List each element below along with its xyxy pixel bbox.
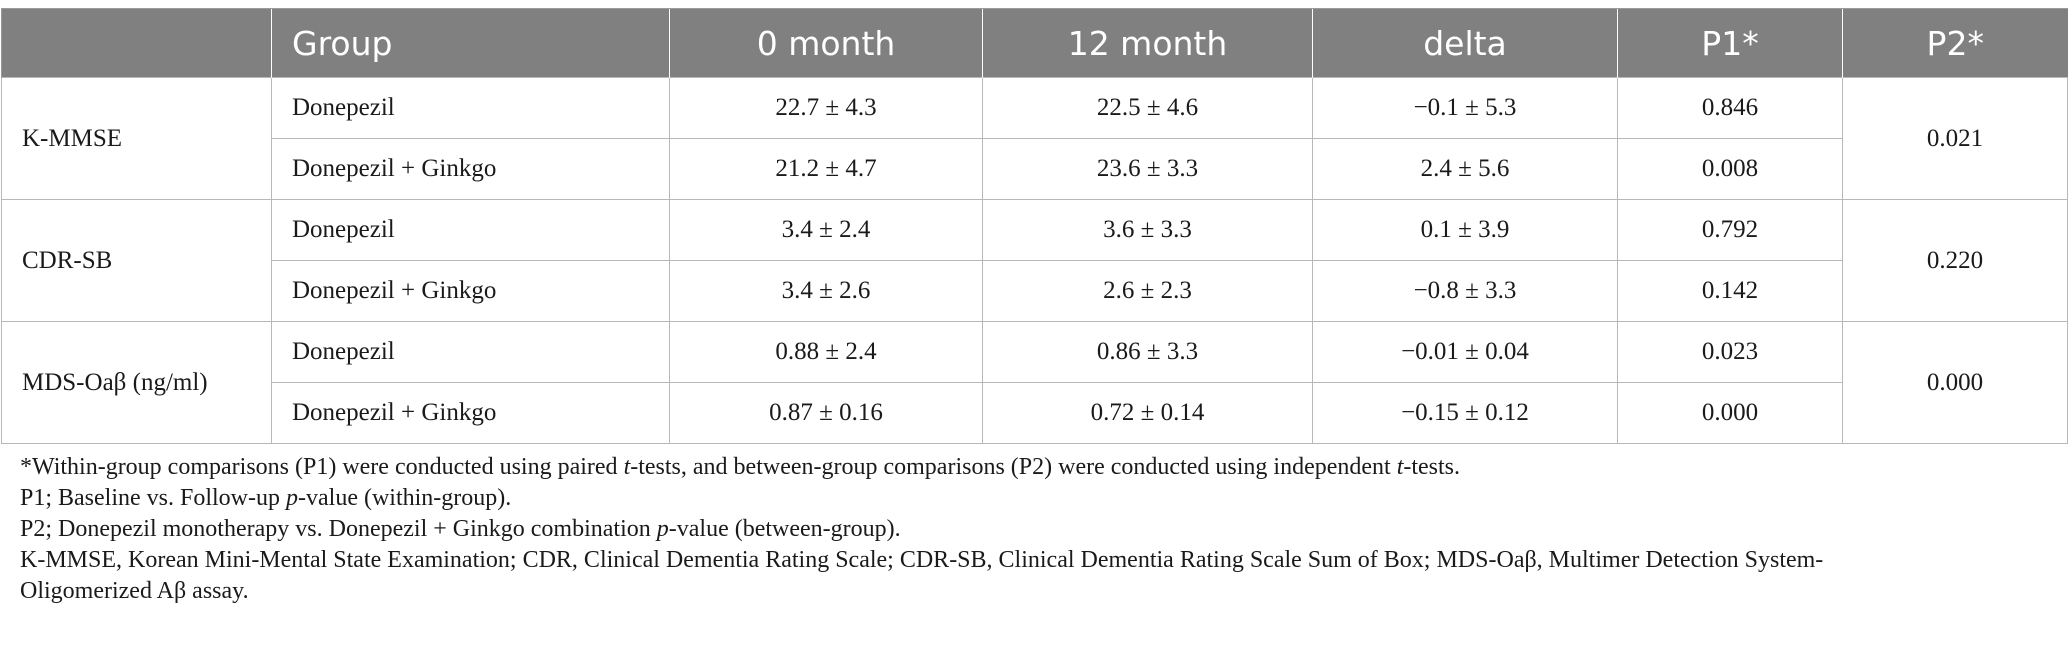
month12-cell: 0.72 ± 0.14: [982, 382, 1313, 444]
group-cell: Donepezil: [271, 199, 670, 261]
header-0-month: 0 month: [669, 8, 983, 78]
table-footnotes: *Within-group comparisons (P1) were cond…: [20, 452, 2050, 607]
month0-cell: 3.4 ± 2.6: [669, 260, 983, 322]
footnote-p1: P1; Baseline vs. Follow-up p-value (with…: [20, 483, 2050, 514]
footnote-text: P2; Donepezil monotherapy vs. Donepezil …: [20, 516, 657, 542]
delta-cell: −0.15 ± 0.12: [1312, 382, 1618, 444]
month0-cell: 0.87 ± 0.16: [669, 382, 983, 444]
table-row: Donepezil + Ginkgo 3.4 ± 2.6 2.6 ± 2.3 −…: [2, 260, 2068, 322]
table-row: CDR-SB Donepezil 3.4 ± 2.4 3.6 ± 3.3 0.1…: [1, 199, 2068, 322]
delta-cell: −0.01 ± 0.04: [1312, 321, 1618, 383]
footnote-text: -value (between-group).: [668, 516, 901, 542]
table-row: Donepezil + Ginkgo 21.2 ± 4.7 23.6 ± 3.3…: [2, 138, 2068, 200]
footnote-italic: t: [623, 454, 631, 480]
month0-cell: 0.88 ± 2.4: [669, 321, 983, 383]
p1-cell: 0.000: [1617, 382, 1843, 444]
group-cell: Donepezil + Ginkgo: [271, 260, 670, 322]
header-group: Group: [271, 8, 670, 78]
footnote-text: Oligomerized Aβ assay.: [20, 578, 249, 604]
header-row: Group 0 month 12 month delta P1* P2*: [1, 8, 2068, 78]
group-cell: Donepezil: [271, 321, 670, 383]
footnote-text: -tests.: [1403, 454, 1461, 480]
header-p1: P1*: [1617, 8, 1843, 78]
p1-cell: 0.792: [1617, 199, 1843, 261]
month12-cell: 0.86 ± 3.3: [982, 321, 1313, 383]
table-row: Donepezil + Ginkgo 0.87 ± 0.16 0.72 ± 0.…: [2, 382, 2068, 444]
measure-cell-cdrsb: CDR-SB: [1, 199, 272, 322]
footnote-italic: p: [286, 485, 299, 511]
footnote-abbreviations: K-MMSE, Korean Mini-Mental State Examina…: [20, 545, 2050, 607]
p1-cell: 0.023: [1617, 321, 1843, 383]
measure-cell-kmmse: K-MMSE: [1, 77, 272, 200]
header-12-month: 12 month: [982, 8, 1313, 78]
month12-cell: 23.6 ± 3.3: [982, 138, 1313, 200]
footnote-text: -value (within-group).: [298, 485, 512, 511]
delta-cell: −0.8 ± 3.3: [1312, 260, 1618, 322]
footnote-text: *Within-group comparisons (P1) were cond…: [20, 454, 624, 480]
p1-cell: 0.142: [1617, 260, 1843, 322]
results-table: Group 0 month 12 month delta P1* P2* K-M…: [1, 8, 2068, 444]
group-cell: Donepezil: [271, 77, 670, 139]
footnote-p2: P2; Donepezil monotherapy vs. Donepezil …: [20, 514, 2050, 545]
footnote-text: P1; Baseline vs. Follow-up: [20, 485, 287, 511]
p2-cell-kmmse: 0.021: [1842, 77, 2068, 200]
footnote-text: K-MMSE, Korean Mini-Mental State Examina…: [20, 547, 1824, 573]
footnote-comparisons: *Within-group comparisons (P1) were cond…: [20, 452, 2050, 483]
measure-cell-mdsoab: MDS-Oaβ (ng/ml): [1, 321, 272, 444]
header-delta: delta: [1312, 8, 1618, 78]
month12-cell: 3.6 ± 3.3: [982, 199, 1313, 261]
month0-cell: 21.2 ± 4.7: [669, 138, 983, 200]
p1-cell: 0.008: [1617, 138, 1843, 200]
footnote-italic: t: [1396, 454, 1404, 480]
month12-cell: 2.6 ± 2.3: [982, 260, 1313, 322]
group-cell: Donepezil + Ginkgo: [271, 382, 670, 444]
table-row: K-MMSE Donepezil 22.7 ± 4.3 22.5 ± 4.6 −…: [1, 77, 2068, 200]
p1-cell: 0.846: [1617, 77, 1843, 139]
month0-cell: 22.7 ± 4.3: [669, 77, 983, 139]
month12-cell: 22.5 ± 4.6: [982, 77, 1313, 139]
table-container: Group 0 month 12 month delta P1* P2* K-M…: [0, 8, 2068, 444]
p2-cell-mdsoab: 0.000: [1842, 321, 2068, 444]
month0-cell: 3.4 ± 2.4: [669, 199, 983, 261]
header-measure: [1, 8, 272, 78]
footnote-text: -tests, and between-group comparisons (P…: [630, 454, 1397, 480]
group-cell: Donepezil + Ginkgo: [271, 138, 670, 200]
p2-cell-cdrsb: 0.220: [1842, 199, 2068, 322]
delta-cell: 2.4 ± 5.6: [1312, 138, 1618, 200]
header-p2: P2*: [1842, 8, 2068, 78]
table-row: MDS-Oaβ (ng/ml) Donepezil 0.88 ± 2.4 0.8…: [1, 321, 2068, 444]
delta-cell: −0.1 ± 5.3: [1312, 77, 1618, 139]
footnote-italic: p: [656, 516, 669, 542]
delta-cell: 0.1 ± 3.9: [1312, 199, 1618, 261]
